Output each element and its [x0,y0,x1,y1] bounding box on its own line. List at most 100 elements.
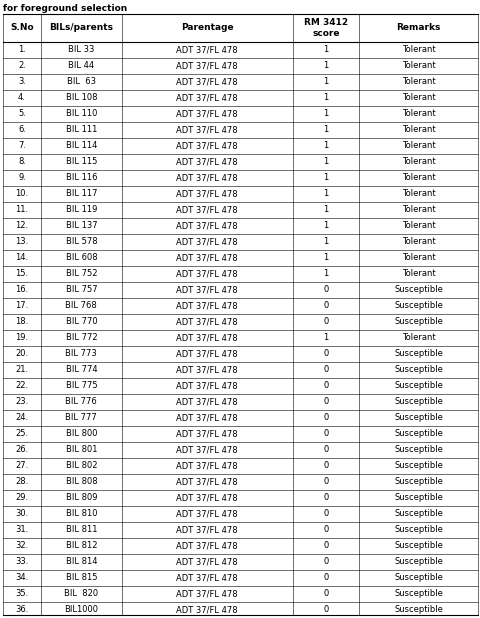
Text: Tolerant: Tolerant [401,158,434,166]
Text: ADT 37/FL 478: ADT 37/FL 478 [176,190,238,198]
Text: 33.: 33. [15,557,29,567]
Text: BIL 801: BIL 801 [65,446,97,454]
Text: Tolerant: Tolerant [401,125,434,135]
Text: 0: 0 [323,318,328,326]
Text: BIL 800: BIL 800 [65,430,97,439]
Text: 0: 0 [323,446,328,454]
Text: 1: 1 [323,334,328,342]
Text: BIL  820: BIL 820 [64,590,98,598]
Text: BIL 770: BIL 770 [65,318,97,326]
Text: BIL 775: BIL 775 [65,381,97,391]
Text: Susceptible: Susceptible [394,606,442,614]
Text: 1: 1 [323,174,328,182]
Text: ADT 37/FL 478: ADT 37/FL 478 [176,446,238,454]
Text: 0: 0 [323,557,328,567]
Text: 9.: 9. [18,174,26,182]
Text: ADT 37/FL 478: ADT 37/FL 478 [176,525,238,535]
Text: ADT 37/FL 478: ADT 37/FL 478 [176,606,238,614]
Text: ADT 37/FL 478: ADT 37/FL 478 [176,302,238,310]
Text: 0: 0 [323,606,328,614]
Text: 8.: 8. [18,158,26,166]
Text: BIL 768: BIL 768 [65,302,97,310]
Text: 20.: 20. [15,350,28,358]
Text: 36.: 36. [15,606,29,614]
Text: ADT 37/FL 478: ADT 37/FL 478 [176,142,238,151]
Text: 1: 1 [323,269,328,279]
Text: for foreground selection: for foreground selection [3,4,127,13]
Text: ADT 37/FL 478: ADT 37/FL 478 [176,62,238,70]
Text: Tolerant: Tolerant [401,206,434,214]
Text: Tolerant: Tolerant [401,237,434,247]
Text: Susceptible: Susceptible [394,557,442,567]
Text: Tolerant: Tolerant [401,142,434,151]
Text: BIL 752: BIL 752 [65,269,97,279]
Text: 1: 1 [323,237,328,247]
Text: 1: 1 [323,125,328,135]
Text: Tolerant: Tolerant [401,93,434,103]
Text: BIL 802: BIL 802 [65,462,97,470]
Text: BIL 116: BIL 116 [65,174,97,182]
Text: ADT 37/FL 478: ADT 37/FL 478 [176,125,238,135]
Text: BIL 772: BIL 772 [65,334,97,342]
Text: 14.: 14. [15,253,28,263]
Text: BIL 110: BIL 110 [66,109,97,119]
Text: 23.: 23. [15,397,29,407]
Text: 0: 0 [323,397,328,407]
Text: Susceptible: Susceptible [394,590,442,598]
Text: 1: 1 [323,77,328,87]
Text: BIL 119: BIL 119 [66,206,97,214]
Text: Susceptible: Susceptible [394,381,442,391]
Text: 30.: 30. [15,509,29,519]
Text: ADT 37/FL 478: ADT 37/FL 478 [176,253,238,263]
Text: 1: 1 [323,253,328,263]
Text: ADT 37/FL 478: ADT 37/FL 478 [176,269,238,279]
Text: Susceptible: Susceptible [394,302,442,310]
Text: BIL  63: BIL 63 [67,77,96,87]
Text: Susceptible: Susceptible [394,494,442,502]
Text: 27.: 27. [15,462,29,470]
Text: BIL 578: BIL 578 [65,237,97,247]
Text: 0: 0 [323,350,328,358]
Text: 1: 1 [323,158,328,166]
Text: Tolerant: Tolerant [401,221,434,231]
Text: ADT 37/FL 478: ADT 37/FL 478 [176,462,238,470]
Text: ADT 37/FL 478: ADT 37/FL 478 [176,174,238,182]
Text: BIL 608: BIL 608 [65,253,97,263]
Text: 0: 0 [323,509,328,519]
Text: ADT 37/FL 478: ADT 37/FL 478 [176,413,238,423]
Text: 1: 1 [323,46,328,54]
Text: BIL 774: BIL 774 [65,365,97,375]
Text: Parentage: Parentage [180,23,233,33]
Text: Susceptible: Susceptible [394,541,442,551]
Text: 1: 1 [323,109,328,119]
Text: Tolerant: Tolerant [401,190,434,198]
Text: ADT 37/FL 478: ADT 37/FL 478 [176,158,238,166]
Text: Remarks: Remarks [396,23,440,33]
Text: ADT 37/FL 478: ADT 37/FL 478 [176,478,238,486]
Text: 5.: 5. [18,109,26,119]
Text: 13.: 13. [15,237,29,247]
Text: 18.: 18. [15,318,29,326]
Text: BIL 108: BIL 108 [65,93,97,103]
Text: 0: 0 [323,286,328,295]
Text: 2.: 2. [18,62,26,70]
Text: BIL 44: BIL 44 [68,62,94,70]
Text: 28.: 28. [15,478,29,486]
Text: Susceptible: Susceptible [394,318,442,326]
Text: BIL 114: BIL 114 [66,142,97,151]
Text: 22.: 22. [15,381,28,391]
Text: ADT 37/FL 478: ADT 37/FL 478 [176,77,238,87]
Text: Tolerant: Tolerant [401,109,434,119]
Text: ADT 37/FL 478: ADT 37/FL 478 [176,206,238,214]
Text: BIL 814: BIL 814 [65,557,97,567]
Text: Susceptible: Susceptible [394,397,442,407]
Text: 0: 0 [323,590,328,598]
Text: Tolerant: Tolerant [401,77,434,87]
Text: RM 3412
score: RM 3412 score [303,19,348,38]
Text: ADT 37/FL 478: ADT 37/FL 478 [176,381,238,391]
Text: Tolerant: Tolerant [401,269,434,279]
Text: ADT 37/FL 478: ADT 37/FL 478 [176,557,238,567]
Text: 3.: 3. [18,77,26,87]
Text: S.No: S.No [10,23,34,33]
Text: Tolerant: Tolerant [401,334,434,342]
